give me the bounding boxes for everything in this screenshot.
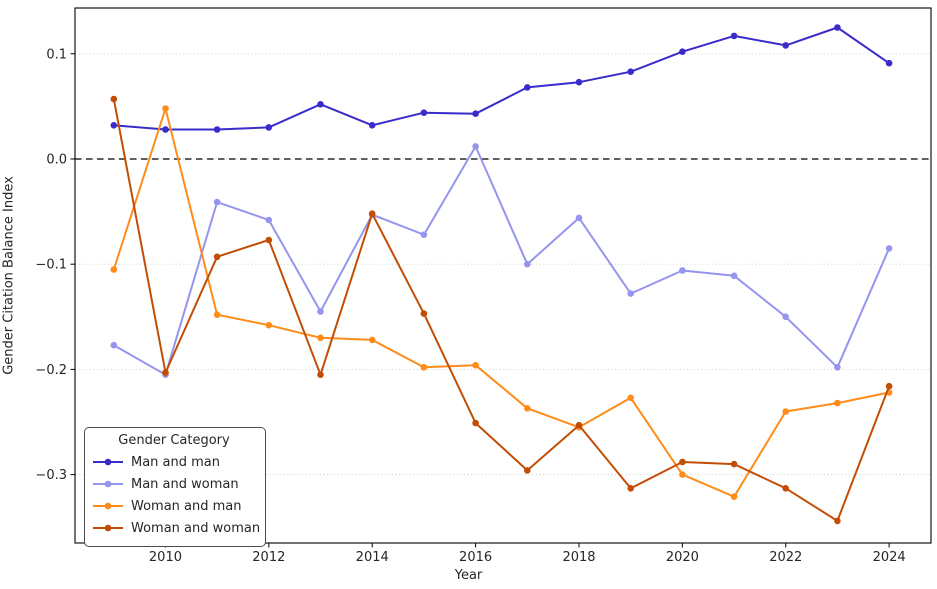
legend-item: Man and woman: [92, 473, 256, 495]
data-point-marker: [162, 105, 169, 112]
data-point-marker: [420, 109, 428, 116]
data-point-marker: [575, 214, 583, 222]
data-point-marker: [265, 321, 273, 329]
x-tick-label: 2016: [459, 550, 492, 565]
data-point-marker: [213, 311, 221, 319]
data-point-marker: [420, 231, 428, 238]
data-point-marker: [575, 78, 583, 86]
data-point-marker: [782, 42, 789, 49]
data-point-marker: [679, 267, 686, 274]
data-point-marker: [627, 394, 634, 402]
data-point-marker: [317, 334, 324, 342]
x-tick-label: 2022: [769, 550, 802, 565]
data-point-marker: [110, 341, 118, 349]
data-point-marker: [834, 24, 841, 31]
data-point-marker: [162, 126, 169, 133]
data-point-marker: [265, 124, 273, 131]
data-point-marker: [110, 122, 118, 129]
data-point-marker: [730, 32, 738, 40]
data-point-marker: [317, 308, 324, 315]
data-point-marker: [265, 216, 273, 224]
legend-item: Woman and woman: [92, 517, 260, 539]
data-point-marker: [162, 369, 169, 376]
data-point-marker: [472, 361, 479, 369]
x-axis-title: Year: [454, 568, 483, 583]
legend-item-label: Man and man: [131, 454, 221, 470]
data-point-marker: [730, 493, 738, 501]
data-point-marker: [472, 143, 479, 150]
data-point-marker: [679, 48, 686, 55]
series-line: [113, 26, 890, 131]
data-point-marker: [679, 471, 686, 478]
legend-sample-line: [93, 480, 123, 488]
series-line: [112, 107, 890, 498]
data-point-marker: [627, 68, 634, 75]
data-point-marker: [524, 84, 531, 91]
data-point-marker: [368, 336, 376, 344]
data-point-marker: [213, 198, 221, 206]
data-point-marker: [679, 458, 686, 466]
legend-item-label: Man and woman: [131, 476, 239, 492]
legend-item: Man and man: [92, 451, 256, 473]
y-axis-title: Gender Citation Balance Index: [1, 176, 17, 375]
series-line: [112, 98, 891, 522]
data-point-marker: [834, 399, 841, 407]
data-point-marker: [885, 59, 893, 67]
data-point-marker: [575, 421, 583, 429]
data-point-marker: [524, 467, 531, 474]
legend-item-label: Woman and man: [131, 498, 242, 514]
x-tick-label: 2020: [666, 550, 699, 565]
y-tick-label: −0.1: [35, 258, 67, 273]
data-point-marker: [213, 126, 221, 133]
data-point-marker: [110, 266, 118, 273]
data-point-marker: [834, 517, 841, 525]
legend-title: Gender Category: [118, 433, 230, 448]
data-point-marker: [420, 364, 428, 371]
data-point-marker: [627, 290, 634, 297]
data-point-marker: [524, 260, 531, 268]
data-point-marker: [472, 419, 479, 427]
data-point-marker: [524, 405, 531, 412]
x-tick-label: 2018: [562, 550, 595, 565]
data-point-marker: [213, 253, 221, 261]
data-point-marker: [265, 236, 273, 244]
legend-sample-line: [93, 524, 123, 532]
data-point-marker: [885, 382, 893, 390]
legend-item: Woman and man: [92, 495, 256, 517]
data-point-marker: [627, 485, 634, 492]
data-point-marker: [317, 101, 324, 108]
data-point-marker: [730, 272, 738, 280]
data-point-marker: [420, 310, 428, 317]
legend-sample-line: [93, 458, 123, 466]
legend-item-label: Woman and woman: [131, 520, 261, 536]
data-point-marker: [782, 408, 789, 415]
data-point-marker: [368, 210, 376, 217]
data-point-marker: [730, 460, 738, 468]
x-tick-label: 2024: [873, 550, 906, 565]
plot-border: [74, 7, 932, 544]
data-point-marker: [472, 110, 479, 117]
y-tick-label: 0.1: [46, 47, 67, 62]
data-point-marker: [782, 313, 789, 321]
data-point-marker: [317, 371, 324, 379]
series-line: [113, 145, 891, 376]
data-point-marker: [110, 95, 118, 103]
y-tick-label: −0.2: [35, 363, 67, 378]
x-tick-label: 2014: [356, 550, 389, 565]
x-tick-label: 2010: [149, 550, 182, 565]
data-point-marker: [885, 245, 893, 252]
y-tick-label: 0.0: [46, 152, 67, 167]
y-tick-label: −0.3: [35, 468, 67, 483]
x-tick-label: 2012: [252, 550, 285, 565]
data-point-marker: [782, 485, 789, 492]
data-point-marker: [368, 122, 376, 129]
legend: Gender Category Man and man Man and woman…: [84, 427, 266, 547]
legend-sample-line: [93, 502, 123, 510]
data-point-marker: [834, 364, 841, 371]
legend-items: Man and man Man and woman Woman and man Wom…: [92, 451, 260, 539]
